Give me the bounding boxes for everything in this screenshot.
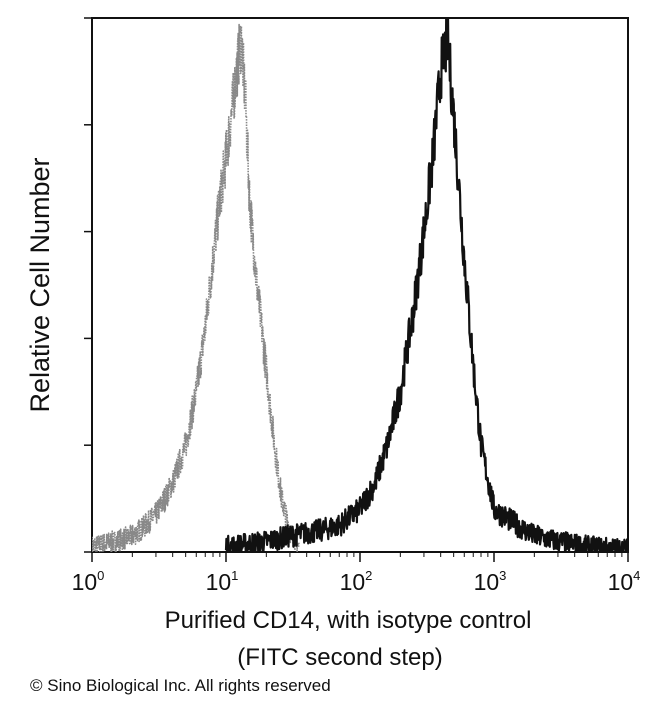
x-tick-label-0: 100: [72, 568, 105, 595]
x-tick-label-1: 101: [206, 568, 239, 595]
x-axis-ticks: [91, 552, 629, 562]
x-tick-label-4: 104: [608, 568, 641, 595]
series-line-1: [224, 18, 628, 552]
plot-frame: [91, 17, 629, 553]
series-layer: [92, 18, 628, 552]
copyright-notice: © Sino Biological Inc. All rights reserv…: [30, 676, 331, 695]
x-tick-label-3: 103: [474, 568, 507, 595]
y-axis-ticks: [84, 17, 92, 553]
y-axis-label: Relative Cell Number: [25, 157, 55, 412]
series-line-0: [92, 23, 300, 552]
x-axis-tick-labels: 100 101 102 103 104: [72, 568, 641, 595]
x-tick-label-2: 102: [340, 568, 373, 595]
x-axis-label-line1: Purified CD14, with isotype control: [165, 607, 532, 634]
x-axis-label-line2: (FITC second step): [237, 644, 442, 671]
